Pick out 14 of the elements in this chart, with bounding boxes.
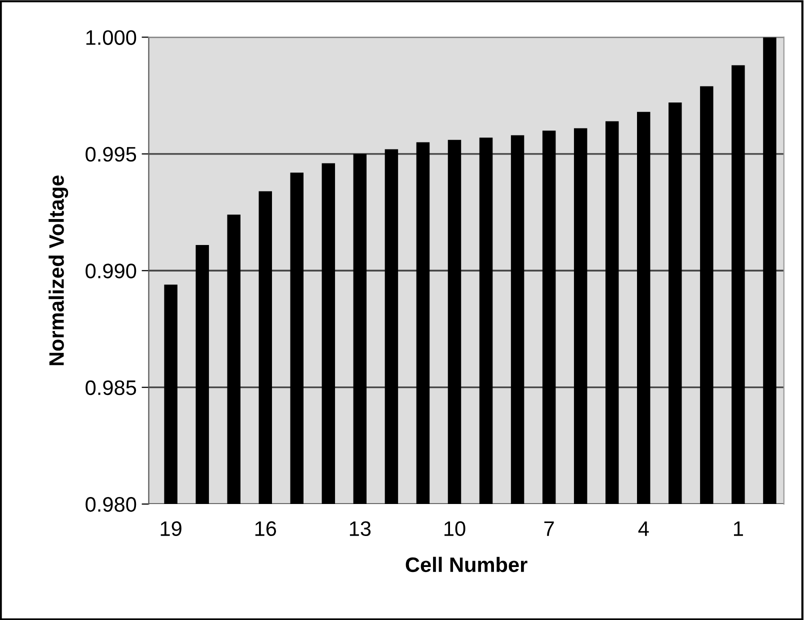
x-axis-title: Cell Number — [406, 556, 528, 572]
x-tick-label: 10 — [444, 521, 466, 536]
y-tick-label: 0.995 — [86, 146, 136, 162]
y-tick-label: 1.000 — [86, 30, 136, 45]
y-axis-title: Normalized Voltage — [48, 175, 68, 366]
x-tick-label: 4 — [638, 521, 649, 536]
x-tick-label: 7 — [544, 521, 554, 536]
x-tick-label: 1 — [734, 521, 743, 536]
y-tick-label: 0.990 — [86, 264, 136, 278]
x-tick-label: 19 — [160, 521, 182, 536]
y-tick-label: 0.980 — [86, 497, 136, 512]
x-tick-label: 16 — [255, 521, 276, 536]
y-tick-label: 0.985 — [86, 380, 136, 396]
x-tick-label: 13 — [350, 521, 371, 536]
